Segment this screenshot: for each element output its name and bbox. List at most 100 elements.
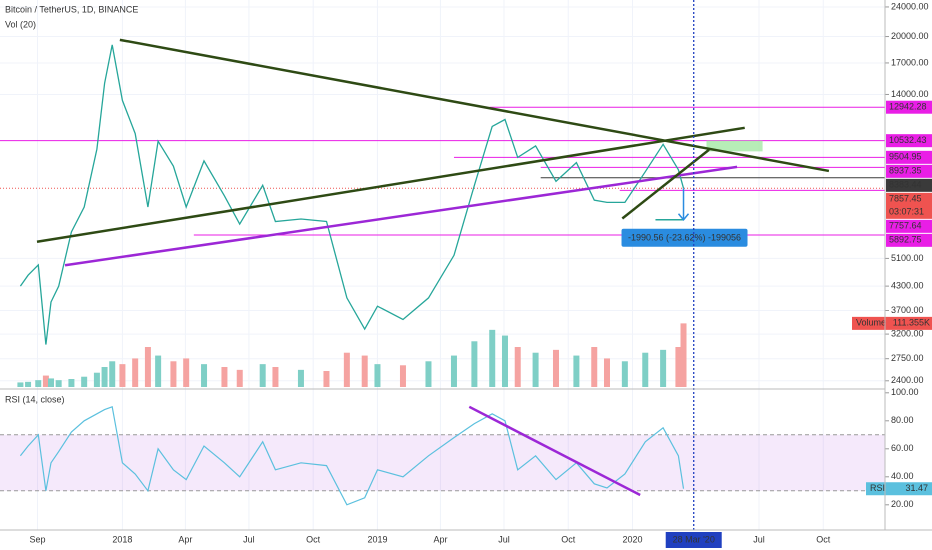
y-tick-label: 20000.00 bbox=[891, 31, 929, 41]
chart-title: Bitcoin / TetherUS, 1D, BINANCE bbox=[5, 4, 138, 14]
price-label: 8937.35 bbox=[889, 166, 922, 176]
volume-bar bbox=[81, 376, 88, 387]
zone bbox=[706, 140, 763, 152]
measure-arrow bbox=[677, 213, 690, 221]
volume-bar bbox=[642, 352, 649, 387]
volume-bar bbox=[680, 323, 687, 387]
volume-bar bbox=[660, 349, 667, 387]
volume-tag-name: Volume bbox=[856, 318, 886, 328]
price-label-box bbox=[886, 192, 932, 219]
rsi-title: RSI (14, close) bbox=[5, 394, 65, 404]
x-tick-label: Apr bbox=[433, 534, 447, 544]
volume-bar bbox=[425, 361, 432, 387]
y-tick-label: 4300.00 bbox=[891, 280, 924, 290]
volume-bar bbox=[35, 380, 42, 387]
x-tick-label: Sep bbox=[29, 534, 45, 544]
rsi-tag-value: 31.47 bbox=[905, 483, 928, 493]
y-tick-label: 5100.00 bbox=[891, 253, 924, 263]
price-label: 5892.75 bbox=[889, 235, 922, 245]
volume-bar bbox=[155, 355, 162, 387]
volume-bar bbox=[573, 355, 580, 387]
countdown-label: 03:07:31 bbox=[889, 207, 924, 217]
x-tick-label: Oct bbox=[306, 534, 321, 544]
y-tick-label: 14000.00 bbox=[891, 89, 929, 99]
volume-bar bbox=[109, 361, 116, 387]
price-label-box bbox=[886, 100, 932, 114]
x-tick-label: 2019 bbox=[367, 534, 387, 544]
volume-bar bbox=[604, 358, 611, 387]
volume-bar bbox=[17, 382, 24, 387]
volume-bar bbox=[450, 355, 457, 387]
x-tick-label: Apr bbox=[178, 534, 192, 544]
y-tick-label: 40.00 bbox=[891, 471, 914, 481]
volume-bar bbox=[343, 352, 350, 387]
y-tick-label: 3200.00 bbox=[891, 328, 924, 338]
rsi-band bbox=[0, 434, 885, 491]
rsi-tag-name: RSI bbox=[870, 483, 885, 493]
y-tick-label: 100.00 bbox=[891, 387, 919, 397]
rsi-line bbox=[19, 405, 685, 506]
trendline bbox=[621, 148, 710, 220]
x-tick-label: 2018 bbox=[112, 534, 132, 544]
price-label-box bbox=[886, 150, 932, 164]
x-tick-label: Jul bbox=[243, 534, 255, 544]
y-tick-label: 2400.00 bbox=[891, 375, 924, 385]
price-label-box bbox=[886, 178, 932, 192]
volume-bar bbox=[501, 335, 508, 387]
price-label: 7857.45 bbox=[889, 194, 922, 204]
x-tick-label: Oct bbox=[561, 534, 576, 544]
volume-bar bbox=[236, 369, 243, 387]
volume-bar bbox=[621, 361, 628, 387]
volume-bar bbox=[259, 364, 266, 387]
rsi-tag-box bbox=[866, 482, 932, 496]
volume-bar bbox=[471, 341, 478, 387]
volume-bar bbox=[272, 367, 279, 387]
price-label-box bbox=[886, 233, 932, 247]
volume-bar bbox=[514, 347, 521, 387]
volume-bar bbox=[48, 378, 55, 387]
measure-label: -1990.56 (-23.62%) -199056 bbox=[628, 233, 741, 243]
trendline bbox=[119, 38, 830, 173]
trendline bbox=[468, 405, 641, 497]
volume-bar bbox=[591, 347, 598, 387]
volume-bar bbox=[42, 375, 49, 387]
chart-subtitle: Vol (20) bbox=[5, 19, 36, 29]
measure-box bbox=[621, 228, 748, 247]
trendline bbox=[64, 165, 738, 267]
cursor-box bbox=[665, 532, 722, 548]
volume-bar bbox=[675, 347, 682, 387]
volume-bar bbox=[93, 372, 100, 387]
volume-bar bbox=[323, 371, 330, 387]
price-label: 10532.43 bbox=[889, 135, 927, 145]
volume-bar bbox=[532, 352, 539, 387]
x-tick-label: Jul bbox=[498, 534, 510, 544]
volume-bar bbox=[399, 365, 406, 387]
volume-bar bbox=[374, 364, 381, 387]
price-label-box bbox=[886, 164, 932, 178]
volume-bar bbox=[25, 381, 32, 387]
volume-bar bbox=[55, 380, 62, 387]
volume-bar bbox=[361, 355, 368, 387]
price-label: 12942.28 bbox=[889, 102, 927, 112]
volume-bar bbox=[170, 361, 177, 387]
price-line bbox=[19, 44, 685, 345]
x-tick-label: Oct bbox=[816, 534, 831, 544]
price-label-box bbox=[886, 134, 932, 148]
y-tick-label: 17000.00 bbox=[891, 57, 929, 67]
price-label: 8383.44 bbox=[889, 180, 922, 190]
price-label: 7757.64 bbox=[889, 221, 922, 231]
price-label: 9504.95 bbox=[889, 152, 922, 162]
y-tick-label: 24000.00 bbox=[891, 1, 929, 11]
volume-bar bbox=[119, 364, 126, 387]
y-tick-label: 20.00 bbox=[891, 499, 914, 509]
trendline bbox=[36, 126, 745, 244]
y-tick-label: 2750.00 bbox=[891, 353, 924, 363]
volume-bar bbox=[201, 364, 208, 387]
x-tick-label: Jul bbox=[753, 534, 765, 544]
volume-tag-box bbox=[852, 316, 932, 330]
volume-bar bbox=[297, 369, 304, 387]
y-tick-label: 60.00 bbox=[891, 443, 914, 453]
volume-bar bbox=[68, 379, 75, 387]
